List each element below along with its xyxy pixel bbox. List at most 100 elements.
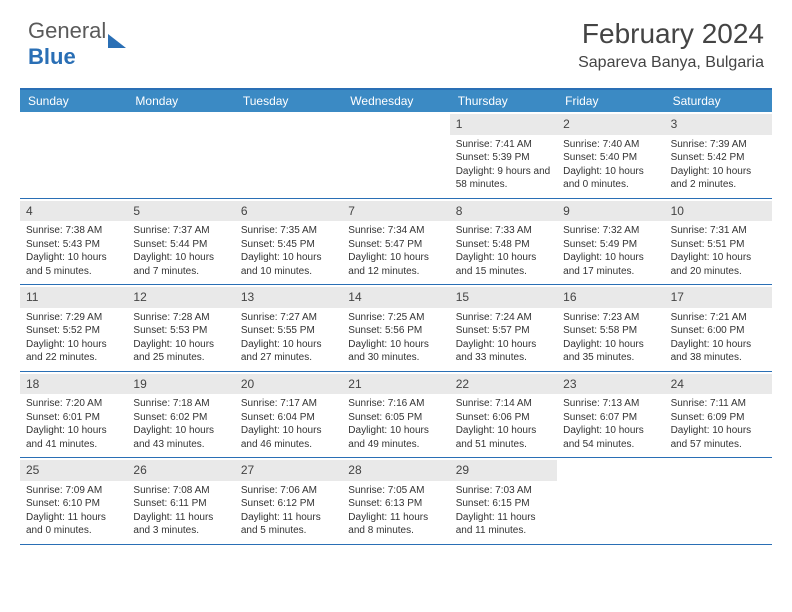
sunset-line: Sunset: 6:11 PM (133, 497, 228, 511)
day-number-strip: 23 (557, 374, 664, 395)
sunset-line: Sunset: 5:56 PM (348, 324, 443, 338)
daylight-line: Daylight: 10 hours and 5 minutes. (26, 251, 121, 278)
day-number: 13 (241, 290, 254, 304)
sunset-line: Sunset: 5:43 PM (26, 238, 121, 252)
calendar-week-row: 18Sunrise: 7:20 AMSunset: 6:01 PMDayligh… (20, 372, 772, 459)
sunset-line: Sunset: 5:45 PM (241, 238, 336, 252)
calendar-week-row: 11Sunrise: 7:29 AMSunset: 5:52 PMDayligh… (20, 285, 772, 372)
calendar-cell: 25Sunrise: 7:09 AMSunset: 6:10 PMDayligh… (20, 458, 127, 544)
day-number: 14 (348, 290, 361, 304)
calendar-cell (665, 458, 772, 544)
calendar-cell: 12Sunrise: 7:28 AMSunset: 5:53 PMDayligh… (127, 285, 234, 371)
daylight-line: Daylight: 10 hours and 20 minutes. (671, 251, 766, 278)
day-number-strip: 16 (557, 287, 664, 308)
sunset-line: Sunset: 5:44 PM (133, 238, 228, 252)
sunrise-line: Sunrise: 7:24 AM (456, 311, 551, 325)
sunset-line: Sunset: 6:04 PM (241, 411, 336, 425)
calendar-week-row: 1Sunrise: 7:41 AMSunset: 5:39 PMDaylight… (20, 112, 772, 199)
day-number-strip: 5 (127, 201, 234, 222)
logo-word-general: General (28, 18, 106, 43)
daylight-line: Daylight: 10 hours and 27 minutes. (241, 338, 336, 365)
calendar-week-row: 25Sunrise: 7:09 AMSunset: 6:10 PMDayligh… (20, 458, 772, 545)
day-number: 28 (348, 463, 361, 477)
daylight-line: Daylight: 11 hours and 0 minutes. (26, 511, 121, 538)
calendar-cell: 27Sunrise: 7:06 AMSunset: 6:12 PMDayligh… (235, 458, 342, 544)
day-number-strip: 8 (450, 201, 557, 222)
daylight-line: Daylight: 11 hours and 3 minutes. (133, 511, 228, 538)
day-number-strip: 3 (665, 114, 772, 135)
sunset-line: Sunset: 6:06 PM (456, 411, 551, 425)
daylight-line: Daylight: 10 hours and 2 minutes. (671, 165, 766, 192)
daylight-line: Daylight: 10 hours and 54 minutes. (563, 424, 658, 451)
logo-word-blue: Blue (28, 44, 76, 69)
day-number-strip: 17 (665, 287, 772, 308)
daylight-line: Daylight: 10 hours and 38 minutes. (671, 338, 766, 365)
calendar-cell: 8Sunrise: 7:33 AMSunset: 5:48 PMDaylight… (450, 199, 557, 285)
sunrise-line: Sunrise: 7:35 AM (241, 224, 336, 238)
day-number: 22 (456, 377, 469, 391)
logo-triangle-icon (108, 34, 126, 48)
day-number-strip: 27 (235, 460, 342, 481)
sunset-line: Sunset: 6:09 PM (671, 411, 766, 425)
calendar-cell (127, 112, 234, 198)
day-number-strip: 26 (127, 460, 234, 481)
month-title: February 2024 (578, 18, 764, 50)
daylight-line: Daylight: 10 hours and 33 minutes. (456, 338, 551, 365)
daylight-line: Daylight: 10 hours and 15 minutes. (456, 251, 551, 278)
sunrise-line: Sunrise: 7:28 AM (133, 311, 228, 325)
day-number-strip (557, 460, 664, 481)
day-number: 4 (26, 204, 33, 218)
day-number-strip: 18 (20, 374, 127, 395)
daylight-line: Daylight: 10 hours and 0 minutes. (563, 165, 658, 192)
sunrise-line: Sunrise: 7:06 AM (241, 484, 336, 498)
day-number-strip: 6 (235, 201, 342, 222)
daylight-line: Daylight: 10 hours and 51 minutes. (456, 424, 551, 451)
calendar-cell: 9Sunrise: 7:32 AMSunset: 5:49 PMDaylight… (557, 199, 664, 285)
sunset-line: Sunset: 6:01 PM (26, 411, 121, 425)
sunrise-line: Sunrise: 7:34 AM (348, 224, 443, 238)
day-number-strip (20, 114, 127, 135)
sunrise-line: Sunrise: 7:13 AM (563, 397, 658, 411)
day-number (26, 117, 29, 131)
day-number-strip (235, 114, 342, 135)
sunrise-line: Sunrise: 7:31 AM (671, 224, 766, 238)
day-number-strip: 21 (342, 374, 449, 395)
day-number-strip: 10 (665, 201, 772, 222)
calendar: SundayMondayTuesdayWednesdayThursdayFrid… (20, 88, 772, 545)
day-number: 23 (563, 377, 576, 391)
daylight-line: Daylight: 9 hours and 58 minutes. (456, 165, 551, 192)
day-of-week-header: Saturday (665, 90, 772, 112)
calendar-cell (235, 112, 342, 198)
calendar-cell: 11Sunrise: 7:29 AMSunset: 5:52 PMDayligh… (20, 285, 127, 371)
day-of-week-header-row: SundayMondayTuesdayWednesdayThursdayFrid… (20, 90, 772, 112)
calendar-cell: 24Sunrise: 7:11 AMSunset: 6:09 PMDayligh… (665, 372, 772, 458)
sunrise-line: Sunrise: 7:16 AM (348, 397, 443, 411)
day-of-week-header: Wednesday (342, 90, 449, 112)
calendar-cell: 23Sunrise: 7:13 AMSunset: 6:07 PMDayligh… (557, 372, 664, 458)
daylight-line: Daylight: 10 hours and 46 minutes. (241, 424, 336, 451)
day-number: 21 (348, 377, 361, 391)
day-number: 10 (671, 204, 684, 218)
day-number (241, 117, 244, 131)
day-number (348, 117, 351, 131)
daylight-line: Daylight: 10 hours and 41 minutes. (26, 424, 121, 451)
sunrise-line: Sunrise: 7:11 AM (671, 397, 766, 411)
daylight-line: Daylight: 10 hours and 17 minutes. (563, 251, 658, 278)
sunrise-line: Sunrise: 7:23 AM (563, 311, 658, 325)
day-of-week-header: Thursday (450, 90, 557, 112)
daylight-line: Daylight: 10 hours and 35 minutes. (563, 338, 658, 365)
day-number-strip: 4 (20, 201, 127, 222)
daylight-line: Daylight: 11 hours and 5 minutes. (241, 511, 336, 538)
calendar-cell: 13Sunrise: 7:27 AMSunset: 5:55 PMDayligh… (235, 285, 342, 371)
sunrise-line: Sunrise: 7:21 AM (671, 311, 766, 325)
day-number: 19 (133, 377, 146, 391)
calendar-cell: 17Sunrise: 7:21 AMSunset: 6:00 PMDayligh… (665, 285, 772, 371)
sunrise-line: Sunrise: 7:17 AM (241, 397, 336, 411)
day-number: 11 (26, 290, 38, 304)
sunset-line: Sunset: 5:55 PM (241, 324, 336, 338)
daylight-line: Daylight: 11 hours and 11 minutes. (456, 511, 551, 538)
calendar-cell: 29Sunrise: 7:03 AMSunset: 6:15 PMDayligh… (450, 458, 557, 544)
day-number-strip: 25 (20, 460, 127, 481)
calendar-cell (342, 112, 449, 198)
day-number: 12 (133, 290, 146, 304)
